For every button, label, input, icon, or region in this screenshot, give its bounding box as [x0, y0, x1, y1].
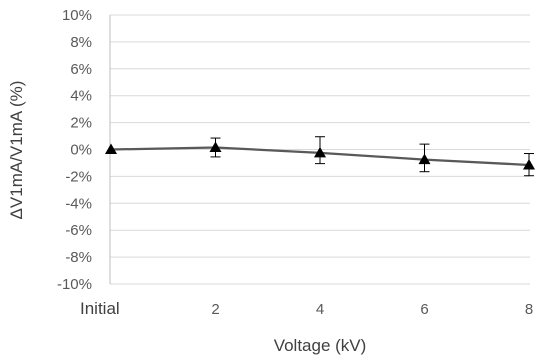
x-tick-label: Initial — [80, 299, 120, 318]
data-point-marker — [523, 158, 535, 170]
y-axis-title: ΔV1mA/V1mA (%) — [7, 81, 26, 220]
x-tick-label: 8 — [525, 301, 533, 318]
y-tick-label: 6% — [70, 61, 92, 78]
y-tick-label: -6% — [65, 222, 92, 239]
y-tick-label: -10% — [57, 276, 92, 293]
y-tick-label: 0% — [70, 142, 92, 159]
x-axis-title: Voltage (kV) — [274, 336, 367, 355]
x-tick-label: 4 — [316, 301, 324, 318]
data-markers — [105, 141, 535, 170]
x-tick-labels: Initial 2 4 6 8 — [80, 299, 533, 318]
y-tick-label: -8% — [65, 249, 92, 266]
x-tick-label: 6 — [420, 301, 428, 318]
y-tick-label: -2% — [65, 168, 92, 185]
data-point-marker — [314, 146, 326, 158]
y-tick-label: 8% — [70, 34, 92, 51]
data-point-marker — [105, 143, 117, 154]
x-tick-label: 2 — [211, 301, 219, 318]
y-tick-labels: 10% 8% 6% 4% 2% 0% -2% -4% -6% -8% -10% — [57, 7, 92, 293]
y-tick-label: 10% — [62, 7, 92, 24]
data-point-marker — [209, 141, 222, 152]
y-tick-label: 4% — [70, 88, 92, 105]
y-tick-label: -4% — [65, 195, 92, 212]
y-tick-label: 2% — [70, 115, 92, 132]
data-point-marker — [418, 153, 431, 165]
